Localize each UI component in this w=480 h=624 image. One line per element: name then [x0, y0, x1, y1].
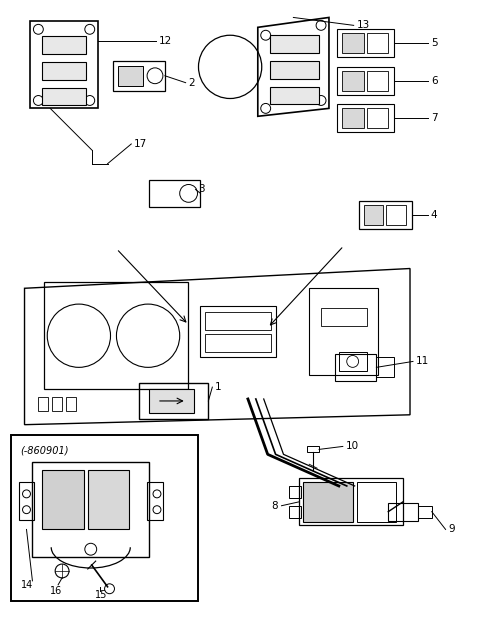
- Bar: [337, 67, 394, 95]
- Bar: [205, 334, 271, 351]
- Bar: [335, 354, 376, 381]
- Bar: [367, 71, 388, 90]
- Bar: [11, 434, 199, 601]
- Bar: [418, 505, 432, 517]
- Bar: [147, 482, 163, 520]
- Text: 13: 13: [357, 21, 370, 31]
- Bar: [42, 87, 86, 105]
- Bar: [44, 282, 188, 389]
- Bar: [321, 308, 367, 326]
- Bar: [303, 482, 353, 522]
- Bar: [30, 21, 97, 109]
- Text: 9: 9: [448, 524, 455, 534]
- Text: 5: 5: [431, 38, 437, 48]
- Bar: [337, 104, 394, 132]
- Bar: [38, 397, 48, 411]
- Bar: [42, 36, 86, 54]
- Bar: [342, 109, 363, 128]
- Bar: [42, 470, 84, 529]
- Text: 3: 3: [199, 185, 205, 195]
- Bar: [205, 312, 271, 330]
- Bar: [386, 205, 406, 225]
- Bar: [376, 358, 394, 378]
- Text: 6: 6: [431, 76, 437, 85]
- Bar: [367, 33, 388, 53]
- Bar: [149, 180, 201, 207]
- Bar: [289, 486, 301, 498]
- Text: 17: 17: [134, 139, 147, 149]
- Text: 15: 15: [95, 590, 107, 600]
- Bar: [19, 482, 35, 520]
- Text: 7: 7: [431, 114, 437, 124]
- Text: 11: 11: [416, 356, 429, 366]
- Text: 4: 4: [431, 210, 437, 220]
- Text: 2: 2: [189, 77, 195, 88]
- Bar: [342, 33, 363, 53]
- Bar: [66, 397, 76, 411]
- Text: 16: 16: [50, 586, 62, 596]
- Text: 12: 12: [159, 36, 172, 46]
- Bar: [201, 306, 276, 358]
- Bar: [339, 351, 367, 371]
- Text: 1: 1: [216, 382, 222, 392]
- Bar: [309, 288, 378, 375]
- Bar: [357, 482, 396, 522]
- Bar: [363, 205, 384, 225]
- Bar: [289, 505, 301, 517]
- Bar: [33, 462, 149, 557]
- Bar: [337, 29, 394, 57]
- Bar: [270, 87, 319, 104]
- Bar: [113, 61, 165, 90]
- Bar: [139, 383, 208, 419]
- Bar: [307, 446, 319, 452]
- Bar: [88, 470, 129, 529]
- Text: 14: 14: [21, 580, 33, 590]
- Bar: [119, 66, 143, 85]
- Bar: [52, 397, 62, 411]
- Bar: [359, 202, 412, 229]
- Bar: [270, 35, 319, 53]
- Bar: [42, 62, 86, 80]
- Bar: [388, 503, 418, 520]
- Bar: [367, 109, 388, 128]
- Bar: [300, 478, 403, 525]
- Bar: [270, 61, 319, 79]
- Text: 8: 8: [271, 500, 277, 510]
- Bar: [342, 71, 363, 90]
- Text: 10: 10: [346, 441, 359, 451]
- Text: (-860901): (-860901): [21, 446, 69, 456]
- Bar: [149, 389, 193, 413]
